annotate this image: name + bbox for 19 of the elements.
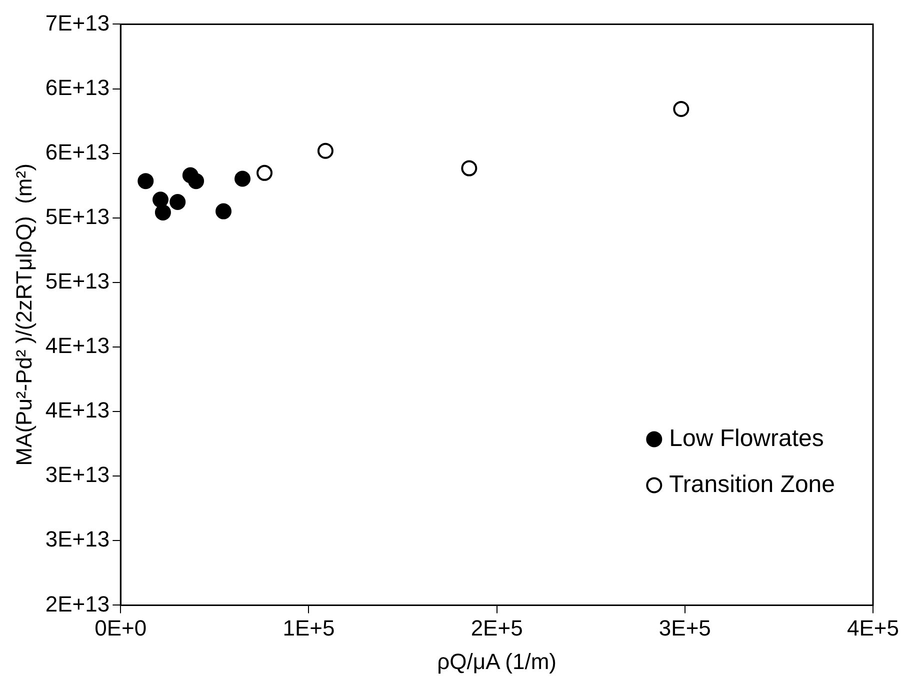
legend-label: Transition Zone	[669, 470, 836, 498]
y-axis-title: MA(Pu²-Pd² )/(2zRTμlρQ) (m²)	[11, 164, 36, 466]
y-tick-label: 6E+13	[45, 74, 110, 100]
x-axis-title: ρQ/μA (1/m)	[437, 648, 556, 674]
x-tick-label: 3E+5	[658, 615, 711, 640]
legend-label: Low Flowrates	[669, 424, 824, 452]
y-tick-label: 5E+13	[45, 204, 110, 229]
x-tick-label: 4E+5	[847, 615, 900, 640]
y-tick-label: 3E+13	[45, 526, 110, 552]
y-tick-label: 4E+13	[45, 398, 110, 423]
x-tick-label: 0E+0	[94, 615, 147, 640]
y-tick-label: 3E+13	[45, 462, 110, 488]
y-tick-label: 7E+13	[45, 10, 110, 36]
y-tick-label: 5E+13	[45, 268, 110, 294]
y-tick-label: 6E+13	[45, 139, 110, 164]
y-tick-label: 4E+13	[45, 333, 110, 358]
x-tick-label: 1E+5	[282, 615, 335, 640]
x-tick-label: 2E+5	[470, 615, 523, 640]
y-tick-label: 2E+13	[45, 591, 110, 616]
